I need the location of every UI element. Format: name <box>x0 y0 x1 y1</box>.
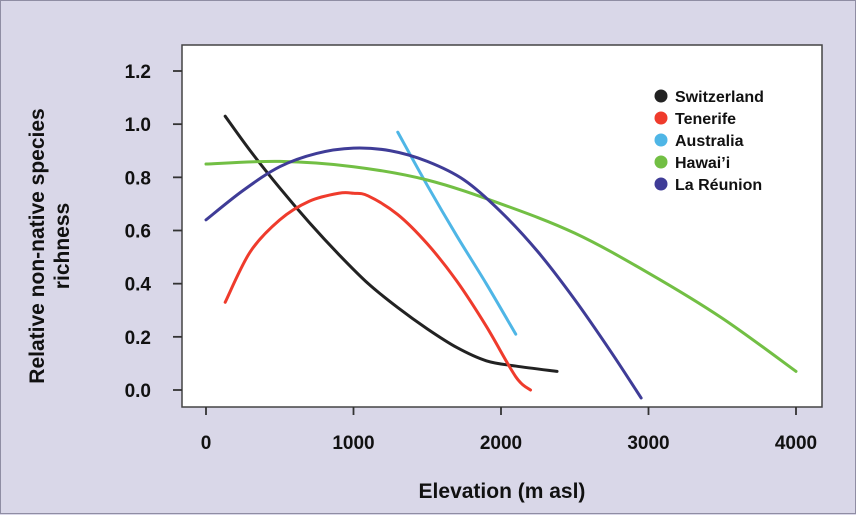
legend: Switzerland Tenerife Australia Hawai’i La Ré… <box>654 89 764 194</box>
y-axis-title-line-2: richness <box>51 203 74 289</box>
y-tick-label: 1.0 <box>125 115 151 136</box>
legend-marker-hawai-i <box>654 155 668 169</box>
series-line-hawai-i <box>204 159 798 373</box>
y-axis-title-line-1: Relative non-native species <box>26 108 49 383</box>
series-line-australia <box>396 130 518 336</box>
x-tick-label: 4000 <box>775 433 817 454</box>
legend-label-hawai-i: Hawai’i <box>675 155 730 172</box>
y-tick-label: 0.4 <box>125 275 152 296</box>
x-tick-label: 0 <box>201 433 212 454</box>
legend-marker-la-r-union <box>654 177 668 191</box>
series-line-switzerland <box>223 114 559 373</box>
axes-layer: 0 1000 2000 3000 4000 0.0 0.2 0.4 0.6 0.8 1.0 1.2 <box>125 62 818 454</box>
x-tick-label: 1000 <box>332 433 374 454</box>
y-tick-label: 1.2 <box>125 62 151 83</box>
legend-marker-switzerland <box>654 89 668 103</box>
y-tick-label: 0.6 <box>125 222 151 243</box>
x-tick-label: 2000 <box>480 433 522 454</box>
x-tick-label: 3000 <box>627 433 669 454</box>
y-tick-label: 0.0 <box>125 381 151 402</box>
legend-label-tenerife: Tenerife <box>675 111 736 128</box>
legend-label-la-r-union: La Réunion <box>675 177 762 194</box>
series-line-la-r-union <box>204 146 643 400</box>
y-tick-label: 0.2 <box>125 328 151 349</box>
plot-area <box>181 44 823 408</box>
legend-marker-australia <box>654 133 668 147</box>
series-line-tenerife <box>223 191 532 392</box>
y-tick-label: 0.8 <box>125 168 151 189</box>
legend-label-switzerland: Switzerland <box>675 89 764 106</box>
legend-label-australia: Australia <box>675 133 744 150</box>
x-axis-title: Elevation (m asl) <box>419 480 586 503</box>
series-layer <box>204 114 798 400</box>
legend-marker-tenerife <box>654 111 668 125</box>
